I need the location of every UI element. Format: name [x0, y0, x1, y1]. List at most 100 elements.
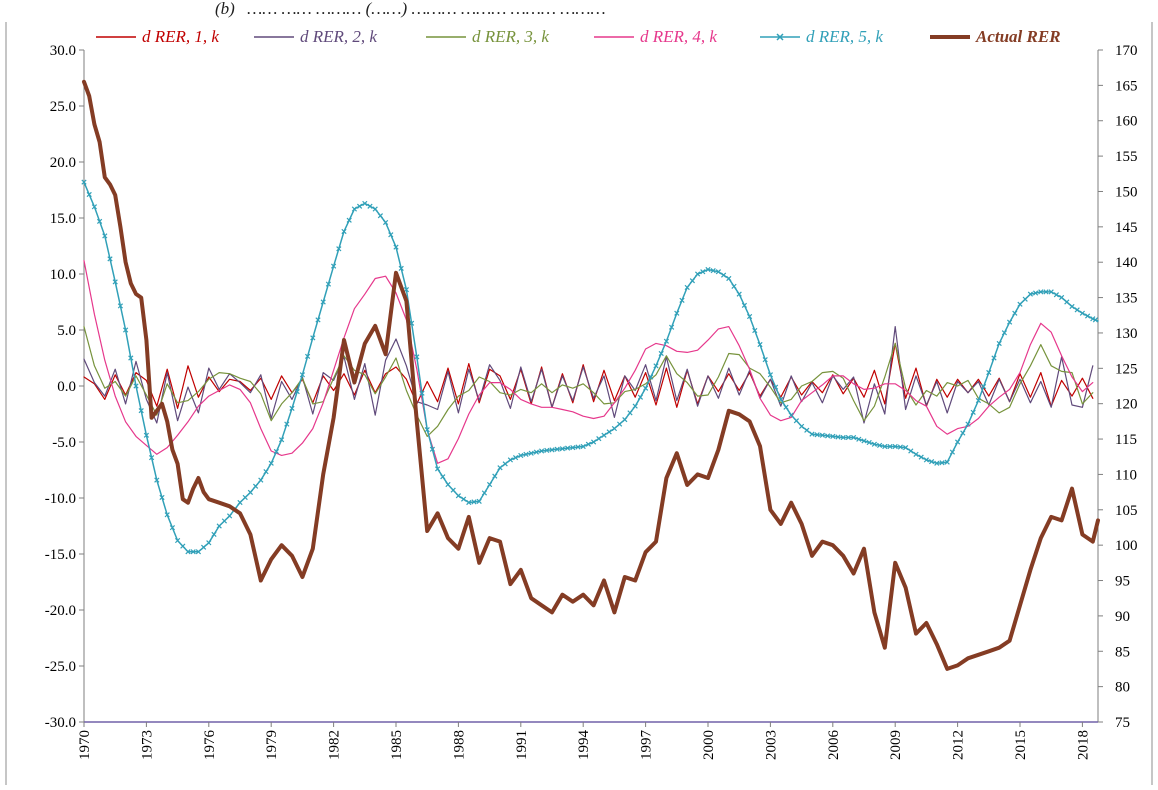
series-point-d-rer-5-k [466, 499, 472, 506]
series-point-d-rer-5-k [185, 549, 191, 555]
series-point-d-rer-5-k [117, 303, 124, 309]
series-point-d-rer-5-k [341, 228, 347, 235]
right-y-tick-label: 140 [1115, 255, 1138, 271]
series-point-d-rer-5-k [1017, 301, 1023, 307]
series-point-d-rer-5-k [554, 446, 560, 452]
series-point-d-rer-5-k [700, 269, 706, 275]
series-point-d-rer-5-k [913, 451, 919, 457]
series-point-d-rer-5-k [1084, 313, 1091, 319]
series-point-d-rer-5-k [174, 537, 181, 544]
left-y-tick-label: 25.0 [50, 99, 76, 115]
left-y-tick-label: -20.0 [45, 603, 76, 619]
series-point-d-rer-5-k [705, 266, 711, 273]
series-point-d-rer-5-k [434, 466, 441, 472]
legend-label-actual-rer: Actual RER [975, 27, 1061, 46]
legend-label-d-rer-2-k: d RER, 2, k [300, 27, 377, 46]
series-point-d-rer-5-k [980, 383, 987, 390]
series-point-d-rer-5-k [419, 390, 425, 396]
series-point-d-rer-5-k [814, 432, 820, 438]
right-y-tick-label: 80 [1115, 680, 1130, 696]
series-point-d-rer-5-k [648, 374, 654, 380]
series-point-d-rer-5-k [544, 447, 550, 454]
series-point-d-rer-5-k [596, 436, 602, 442]
left-y-tick-label: -5.0 [52, 435, 76, 451]
right-y-tick-label: 95 [1115, 574, 1130, 590]
series-point-d-rer-5-k [273, 448, 280, 455]
series-point-d-rer-5-k [622, 416, 628, 423]
series-point-d-rer-5-k [918, 454, 924, 460]
title-fragment-prefix: (b) [215, 0, 235, 18]
series-point-d-rer-5-k [148, 455, 155, 461]
series-point-d-rer-5-k [486, 481, 493, 488]
right-y-tick-label: 100 [1115, 538, 1138, 554]
series-point-d-rer-5-k [247, 489, 254, 496]
series-line-d-rer-2-k [83, 326, 1094, 424]
series-point-d-rer-5-k [835, 434, 841, 440]
series-point-d-rer-5-k [564, 445, 571, 451]
series-point-d-rer-5-k [585, 441, 592, 447]
series-point-d-rer-5-k [668, 324, 675, 330]
series-point-d-rer-5-k [1092, 317, 1099, 323]
series-point-d-rer-5-k [315, 317, 321, 323]
series-point-d-rer-5-k [1012, 310, 1018, 316]
series-point-d-rer-5-k [367, 203, 373, 209]
x-tick-label: 1973 [139, 730, 155, 760]
series-point-d-rer-5-k [923, 457, 930, 463]
series-point-d-rer-5-k [1074, 307, 1080, 313]
series-point-d-rer-5-k [549, 447, 555, 453]
series-point-d-rer-5-k [736, 291, 742, 297]
x-tick-label: 1985 [389, 730, 405, 760]
series-point-d-rer-5-k [299, 372, 306, 378]
series-point-d-rer-5-k [450, 487, 456, 493]
series-point-d-rer-5-k [128, 355, 134, 361]
series-point-d-rer-5-k [81, 179, 87, 185]
series-point-d-rer-5-k [1058, 294, 1065, 301]
series-point-d-rer-5-k [845, 434, 852, 441]
x-tick-label: 1988 [451, 730, 467, 760]
series-point-d-rer-5-k [752, 327, 758, 334]
series-point-d-rer-5-k [809, 431, 815, 437]
legend-label-d-rer-4-k: d RER, 4, k [640, 27, 717, 46]
series-point-d-rer-5-k [1064, 299, 1070, 305]
x-tick-label: 1976 [202, 730, 218, 761]
series-point-d-rer-5-k [216, 523, 222, 529]
series-point-d-rer-5-k [455, 493, 462, 499]
left-y-tick-label: 5.0 [57, 323, 76, 339]
series-point-d-rer-5-k [741, 302, 748, 308]
series-point-d-rer-5-k [944, 459, 950, 465]
series-point-d-rer-5-k [86, 191, 92, 198]
series-point-d-rer-5-k [476, 498, 482, 504]
left-y-tick-label: -10.0 [45, 491, 76, 507]
left-y-tick-label: -15.0 [45, 547, 76, 563]
series-point-d-rer-5-k [294, 388, 300, 395]
right-y-tick-label: 90 [1115, 609, 1130, 625]
left-y-tick-label: 20.0 [50, 155, 76, 171]
left-y-tick-label: -25.0 [45, 659, 76, 675]
right-y-tick-label: 170 [1115, 43, 1138, 59]
series-point-d-rer-5-k [627, 410, 633, 416]
series-point-d-rer-5-k [507, 457, 514, 463]
series-point-d-rer-5-k [991, 355, 997, 361]
series-point-d-rer-5-k [429, 446, 436, 452]
series-point-d-rer-5-k [460, 496, 467, 502]
series-point-d-rer-5-k [830, 433, 836, 440]
x-tick-label: 2018 [1075, 730, 1091, 760]
series-point-d-rer-5-k [523, 451, 529, 457]
series-point-d-rer-5-k [970, 409, 976, 415]
series-point-d-rer-5-k [601, 432, 607, 438]
series-point-d-rer-5-k [440, 474, 446, 480]
series-point-d-rer-5-k [908, 448, 914, 454]
series-point-d-rer-5-k [237, 499, 243, 506]
series-point-d-rer-5-k [195, 549, 202, 555]
series-point-d-rer-5-k [284, 421, 290, 427]
series-point-d-rer-5-k [330, 263, 337, 269]
series-point-d-rer-5-k [715, 269, 722, 275]
series-point-d-rer-5-k [226, 513, 233, 519]
right-y-tick-label: 125 [1115, 361, 1138, 377]
title-fragment: (b) …… …… ……… (……) ……… ……… ……… ……… [215, 0, 606, 18]
series-point-d-rer-5-k [112, 279, 118, 285]
left-y-tick-label: 15.0 [50, 211, 76, 227]
series-point-d-rer-5-k [720, 272, 727, 278]
series-point-d-rer-5-k [180, 543, 186, 549]
